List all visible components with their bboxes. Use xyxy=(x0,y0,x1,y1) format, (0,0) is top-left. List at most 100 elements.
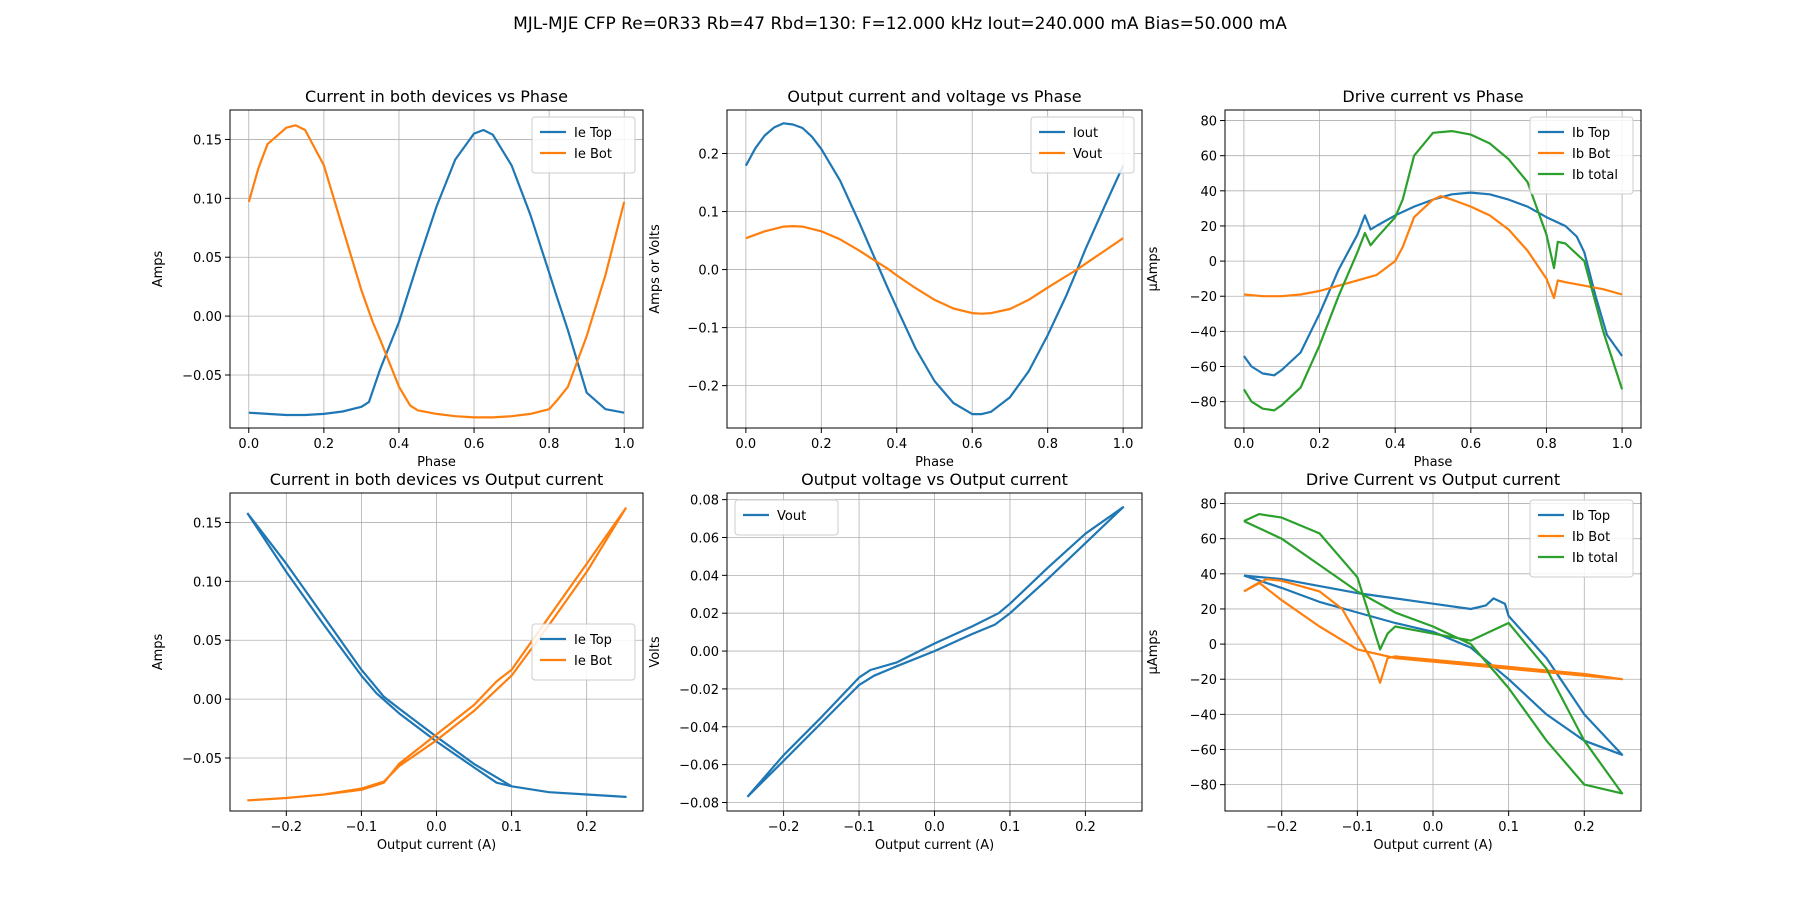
x-tick-label: 0.4 xyxy=(1385,437,1406,452)
legend-label: Ib Top xyxy=(1572,509,1610,524)
legend: Ie Top Ie Bot xyxy=(531,116,636,174)
series-line-vout xyxy=(745,225,1124,315)
x-axis-label: Phase xyxy=(417,455,456,470)
figure-suptitle: MJL-MJE CFP Re=0R33 Rb=47 Rbd=130: F=12.… xyxy=(513,14,1287,34)
x-axis-label: Output current (A) xyxy=(377,838,496,853)
legend-frame xyxy=(734,499,839,536)
axes-frame xyxy=(726,109,1143,429)
x-tick-label: 0.0 xyxy=(426,820,447,835)
x-tick-label: −0.1 xyxy=(843,820,875,835)
legend-label: Ib Bot xyxy=(1572,147,1610,162)
x-tick-label: 0.4 xyxy=(389,437,410,452)
x-tick-label: 0.2 xyxy=(314,437,335,452)
series-line-ie-top xyxy=(248,128,625,417)
x-tick-label: 1.0 xyxy=(1113,437,1134,452)
x-tick-label: 0.1 xyxy=(1498,820,1519,835)
x-tick-label: 0.0 xyxy=(238,437,259,452)
y-tick-label: 0.00 xyxy=(690,645,719,660)
axes-frame xyxy=(229,109,644,429)
y-axis-label: Amps xyxy=(151,633,166,670)
x-tick-label: 0.1 xyxy=(1000,820,1021,835)
y-tick-label: −40 xyxy=(1190,325,1217,340)
y-tick-label: −0.1 xyxy=(687,322,719,337)
y-tick-label: 0.05 xyxy=(193,251,222,266)
y-tick-label: −0.06 xyxy=(679,759,719,774)
y-tick-label: 0.10 xyxy=(193,575,222,590)
legend-label: Vout xyxy=(1073,147,1102,162)
x-tick-label: 0.0 xyxy=(924,820,945,835)
series-line-ie-top xyxy=(246,512,627,799)
y-tick-label: 40 xyxy=(1200,185,1217,200)
subplot-ib-vs-phase: 0.0 0.2 0.4 0.6 0.8 1.0 −80 −60 −40 −20 0 20 40 60 80 D… xyxy=(1146,87,1642,470)
y-tick-label: −20 xyxy=(1190,290,1217,305)
y-tick-label: 0.15 xyxy=(193,516,222,531)
series-line-ib-bot xyxy=(1243,577,1624,684)
subplot-title: Current in both devices vs Phase xyxy=(305,87,568,106)
y-tick-label: 0.05 xyxy=(193,634,222,649)
y-tick-label: 0.06 xyxy=(690,531,719,546)
x-tick-label: −0.2 xyxy=(271,820,303,835)
y-axis-label: µAmps xyxy=(1146,629,1161,674)
x-axis-label: Output current (A) xyxy=(1373,838,1492,853)
series-line-ib-total xyxy=(1243,512,1624,795)
legend: Ie Top Ie Bot xyxy=(531,623,636,681)
x-tick-label: 0.6 xyxy=(1460,437,1481,452)
x-tick-label: 0.2 xyxy=(1075,820,1096,835)
subplot-title: Output voltage vs Output current xyxy=(801,470,1068,489)
series-line-ie-bot xyxy=(247,124,626,419)
legend-label: Ie Top xyxy=(574,633,612,648)
series-line-ie-bot xyxy=(247,507,627,802)
y-tick-label: −0.05 xyxy=(182,752,222,767)
x-tick-label: −0.2 xyxy=(768,820,800,835)
x-axis-label: Phase xyxy=(1414,455,1453,470)
y-tick-label: −60 xyxy=(1190,744,1217,759)
legend: Vout xyxy=(734,499,839,536)
legend-label: Ie Bot xyxy=(574,147,612,162)
series-line-iout xyxy=(744,122,1125,416)
subplot-title: Current in both devices vs Output curren… xyxy=(270,470,604,489)
x-axis-label: Output current (A) xyxy=(875,838,994,853)
legend: Ib Top Ib Bot Ib total xyxy=(1529,116,1634,195)
legend-label: Ie Top xyxy=(574,126,612,141)
subplot-ie-vs-iout: −0.2 −0.1 0.0 0.1 0.2 −0.05 0.00 0.05 0.10 0.15 Cu… xyxy=(151,470,644,853)
y-tick-label: −0.05 xyxy=(182,369,222,384)
x-tick-label: 0.8 xyxy=(1536,437,1557,452)
y-tick-label: 0.02 xyxy=(690,607,719,622)
y-tick-label: −80 xyxy=(1190,396,1217,411)
y-tick-label: 20 xyxy=(1200,220,1217,235)
x-tick-label: 0.0 xyxy=(1423,820,1444,835)
y-tick-label: 0.1 xyxy=(698,206,719,221)
subplot-title: Drive Current vs Output current xyxy=(1306,470,1560,489)
subplot-title: Drive current vs Phase xyxy=(1342,87,1523,106)
series-line-ib-top xyxy=(1243,191,1623,377)
y-tick-label: 80 xyxy=(1200,115,1217,130)
y-tick-label: −60 xyxy=(1190,361,1217,376)
subplot-vout-vs-iout: −0.2 −0.1 0.0 0.1 0.2 −0.08 −0.06 −0.04 −0.02 0.0… xyxy=(648,470,1143,853)
legend-label: Vout xyxy=(777,509,806,524)
legend: Iout Vout xyxy=(1030,116,1135,174)
legend-label: Ib total xyxy=(1572,551,1618,566)
subplot-out-vs-phase: 0.0 0.2 0.4 0.6 0.8 1.0 −0.2 −0.1 0.0 0.1 0.2 Outpu… xyxy=(648,87,1143,470)
y-tick-label: 0.04 xyxy=(690,569,719,584)
series-line-ib-bot xyxy=(1243,195,1623,300)
x-tick-label: 0.2 xyxy=(811,437,832,452)
y-tick-label: 0.08 xyxy=(690,494,719,509)
y-tick-label: −80 xyxy=(1190,779,1217,794)
x-tick-label: 0.2 xyxy=(1309,437,1330,452)
y-tick-label: 0.10 xyxy=(193,192,222,207)
y-tick-label: −0.02 xyxy=(679,683,719,698)
x-tick-label: 0.2 xyxy=(576,820,597,835)
y-axis-label: Amps xyxy=(151,250,166,287)
series-line-vout xyxy=(746,506,1125,798)
axes-frame xyxy=(1224,109,1642,429)
legend-label: Ib Bot xyxy=(1572,530,1610,545)
y-tick-label: 0 xyxy=(1209,638,1217,653)
series-line-ib-total xyxy=(1242,130,1624,412)
subplot-ie-vs-phase: 0.0 0.2 0.4 0.6 0.8 1.0 −0.05 0.00 0.05 0.10 0.15 C… xyxy=(151,87,644,470)
y-tick-label: −40 xyxy=(1190,708,1217,723)
y-tick-label: 0 xyxy=(1209,255,1217,270)
legend-label: Ib total xyxy=(1572,168,1618,183)
y-tick-label: 20 xyxy=(1200,603,1217,618)
x-tick-label: 0.6 xyxy=(962,437,983,452)
